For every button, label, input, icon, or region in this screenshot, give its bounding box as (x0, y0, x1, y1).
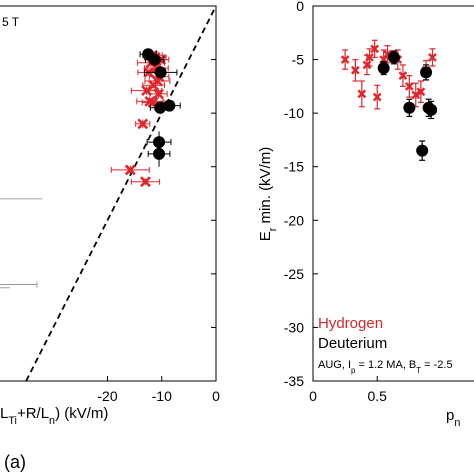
left-plot-frame (0, 5, 217, 382)
hydrogen-point (411, 90, 421, 100)
hydrogen-point (370, 44, 380, 54)
right-ytick-label: -20 (284, 212, 304, 228)
right-xtick-label: 0 (309, 388, 317, 404)
right-xaxis-label: pn (446, 407, 460, 429)
deuterium-point (403, 101, 416, 114)
right-ytick-label: -10 (284, 105, 304, 121)
right-xtick-label: 0.5 (367, 388, 387, 404)
hydrogen-point (153, 88, 164, 100)
hydrogen-point (351, 65, 360, 75)
legend-deuterium: Deuterium (318, 335, 387, 352)
hydrogen-point (137, 118, 149, 130)
panel-label: (a) (4, 452, 26, 472)
right-ytick-label: -25 (284, 266, 304, 282)
deuterium-point (416, 144, 429, 157)
identity-line (25, 5, 217, 382)
legend-hydrogen: Hydrogen (318, 315, 383, 332)
hydrogen-point (428, 53, 437, 62)
hydrogen-point (365, 53, 374, 62)
hydrogen-point (357, 89, 367, 99)
deuterium-point (148, 53, 161, 66)
hydrogen-point (416, 87, 426, 97)
hydrogen-point (340, 55, 350, 64)
deuterium-point (153, 147, 166, 160)
deuterium-point (154, 66, 167, 79)
right-ytick-label: -5 (292, 52, 305, 68)
deuterium-point (163, 99, 176, 112)
left-xtick-label: 0 (212, 388, 220, 404)
hydrogen-point (140, 176, 151, 188)
left-corner-text: 5 T (2, 15, 20, 29)
hydrogen-point (398, 71, 408, 80)
right-yaxis-label: Er min. (kV/m) (257, 147, 279, 241)
right-ytick-label: -35 (284, 373, 304, 389)
right-plot-frame (312, 5, 474, 382)
deuterium-point (154, 101, 167, 114)
left-xtick-label: -20 (97, 388, 117, 404)
panel-right: 0 -5 -10 -15 -20 -25 -30 -35 0 0.5 Hydrogen Deuteri… (257, 0, 474, 429)
right-ytick-label: 0 (296, 0, 304, 14)
deuterium-point (425, 103, 438, 116)
left-xtick-label: -10 (152, 388, 172, 404)
legend-note: AUG, Ip = 1.2 MA, BT = -2.5 (318, 359, 453, 375)
right-ytick-label: -15 (284, 159, 304, 175)
hydrogen-point (372, 92, 382, 102)
deuterium-point (420, 66, 433, 79)
deuterium-point (377, 62, 390, 75)
left-xaxis-label: LTi+R/Ln) (kV/m) (0, 405, 108, 427)
hydrogen-point (124, 164, 136, 176)
deuterium-point (387, 51, 400, 64)
right-ytick-label: -30 (284, 319, 304, 335)
hydrogen-point (404, 82, 414, 91)
panel-left: -20 -10 0 5 T LTi+R/Ln) (kV/m) (0, 5, 220, 427)
